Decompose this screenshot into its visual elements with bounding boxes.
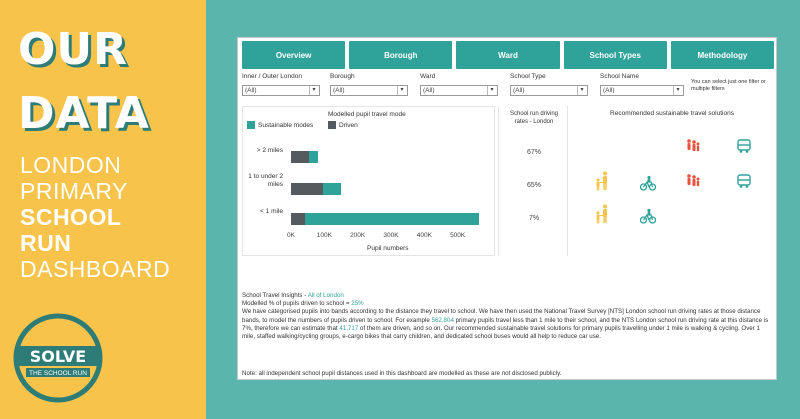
- subtitle-primary: PRIMARY: [20, 178, 128, 204]
- category-label: < 1 mile: [260, 208, 283, 215]
- subtitle-school: SCHOOL: [20, 204, 122, 230]
- filter-label: School Type: [510, 73, 546, 80]
- filter-label: Inner / Outer London: [242, 73, 302, 80]
- rates-title: School run driving rates - London: [509, 111, 559, 125]
- legend-label-sustainable: Sustainable modes: [258, 121, 314, 129]
- bus-icon: [737, 139, 751, 153]
- chevron-down-icon[interactable]: ▾: [487, 86, 496, 95]
- solve-the-school-run-logo: SOLVE THE SCHOOL RUN: [13, 313, 103, 403]
- walking-group-icon: [687, 139, 700, 152]
- subtitle-london: LONDON: [20, 152, 122, 178]
- filter-inner-outer: Inner / Outer London (All) ▾: [242, 73, 320, 96]
- tab-borough[interactable]: Borough: [349, 41, 453, 69]
- tab-ward[interactable]: Ward: [456, 41, 560, 69]
- distance-note: Note: all independent school pupil dista…: [242, 370, 562, 377]
- bar-driven[interactable]: [291, 151, 310, 163]
- legend-label-driven: Driven: [339, 121, 358, 129]
- bar-driven[interactable]: [291, 213, 305, 225]
- chevron-down-icon[interactable]: ▾: [577, 86, 586, 95]
- filter-school-type: School Type (All) ▾: [510, 73, 588, 96]
- logo-main-text: SOLVE: [30, 347, 86, 366]
- legend-driven: Driven: [328, 121, 358, 129]
- school-type-select[interactable]: (All) ▾: [510, 85, 588, 96]
- subtitle-dashboard: DASHBOARD: [20, 256, 171, 282]
- solutions-title: Recommended sustainable travel solutions: [610, 110, 734, 117]
- tab-overview[interactable]: Overview: [242, 41, 346, 69]
- filter-label: School Name: [600, 73, 640, 80]
- tab-school-types[interactable]: School Types: [563, 41, 667, 69]
- dashboard: Overview Borough Ward School Types Metho…: [237, 37, 777, 380]
- title-panel: OUR DATA LONDON PRIMARY SCHOOL RUN DASHB…: [0, 0, 206, 419]
- chevron-down-icon[interactable]: ▾: [673, 86, 682, 95]
- travel-mode-chart: Modelled pupil travel mode Sustainable m…: [242, 106, 495, 256]
- ward-select[interactable]: (All) ▾: [420, 85, 498, 96]
- x-tick-label: 200K: [350, 232, 366, 239]
- school-travel-insights: School Travel Insights - All of London M…: [242, 292, 774, 341]
- filter-bar: Inner / Outer London (All) ▾ Borough (All…: [242, 73, 774, 99]
- legend-swatch-sustainable: [247, 121, 255, 129]
- rate-value: 67%: [526, 149, 541, 156]
- walking-adult-child-icon: [596, 204, 607, 224]
- bar-driven[interactable]: [291, 183, 323, 195]
- filter-note: You can select just one filter or multip…: [691, 79, 766, 92]
- insights-subtitle: Modelled % of pupils driven to school = …: [242, 300, 364, 308]
- x-tick-label: 400K: [416, 232, 432, 239]
- insights-title: School Travel Insights - All of London: [242, 292, 344, 299]
- driving-rates-panel: School run driving rates - London 67% 65%…: [498, 106, 568, 256]
- x-tick-label: 0K: [287, 232, 295, 239]
- filter-school-name: School Name (All) ▾: [600, 73, 684, 96]
- filter-borough: Borough (All) ▾: [330, 73, 408, 96]
- filter-ward: Ward (All) ▾: [420, 73, 498, 96]
- headline-data: DATA: [18, 88, 150, 139]
- category-label: > 2 miles: [256, 147, 283, 154]
- category-label: 1 to under 2 miles: [248, 173, 283, 188]
- school-name-select[interactable]: (All) ▾: [600, 85, 684, 96]
- walking-group-icon: [687, 174, 700, 187]
- legend-swatch-driven: [328, 121, 336, 129]
- x-tick-label: 100K: [316, 232, 332, 239]
- insights-body: We have categorised pupils into bands ac…: [242, 308, 769, 341]
- bar-sustainable-modes[interactable]: [304, 213, 479, 225]
- x-tick-label: 500K: [450, 232, 466, 239]
- cycling-icon: [640, 175, 656, 191]
- logo-sub-text: THE SCHOOL RUN: [29, 370, 87, 377]
- rate-value: 65%: [526, 182, 541, 189]
- tab-methodology[interactable]: Methodology: [670, 41, 775, 69]
- borough-select[interactable]: (All) ▾: [330, 85, 408, 96]
- chart-title: Modelled pupil travel mode: [328, 111, 406, 118]
- bar-sustainable-modes[interactable]: [309, 151, 319, 163]
- x-tick-label: 300K: [383, 232, 399, 239]
- cycling-icon: [640, 208, 656, 224]
- x-axis-title: Pupil numbers: [367, 245, 409, 252]
- bar-sustainable-modes[interactable]: [322, 183, 341, 195]
- filter-label: Borough: [330, 73, 355, 80]
- nav-bar: Overview Borough Ward School Types Metho…: [242, 41, 775, 69]
- bus-icon: [737, 174, 751, 188]
- subtitle-run: RUN: [20, 230, 72, 256]
- legend-sustainable: Sustainable modes: [247, 121, 313, 129]
- rate-value: 7%: [528, 215, 540, 222]
- chevron-down-icon[interactable]: ▾: [397, 86, 406, 95]
- filter-label: Ward: [420, 73, 436, 80]
- headline-our: OUR: [18, 24, 129, 75]
- walking-adult-child-icon: [596, 171, 607, 191]
- inner-outer-select[interactable]: (All) ▾: [242, 85, 320, 96]
- chevron-down-icon[interactable]: ▾: [309, 86, 318, 95]
